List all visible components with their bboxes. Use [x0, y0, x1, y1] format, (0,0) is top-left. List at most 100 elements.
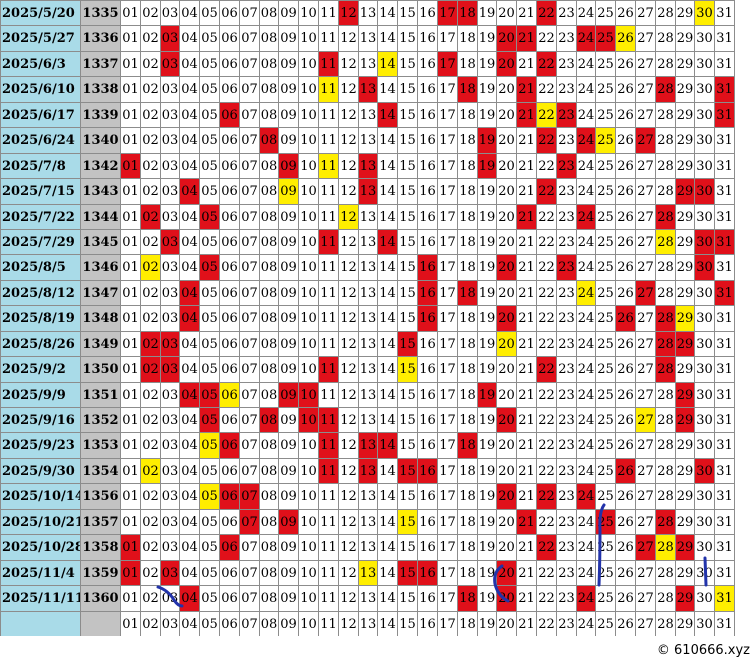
number-cell: 28	[655, 331, 676, 357]
number-cell: 03	[160, 331, 180, 357]
number-cell: 28	[655, 432, 676, 459]
number-cell: 20	[496, 534, 517, 561]
number-cell: 17	[437, 509, 458, 535]
number-cell: 05	[199, 280, 220, 306]
number-cell: 03	[160, 585, 180, 612]
number-cell: 15	[397, 25, 418, 52]
number-cell: 23	[556, 585, 577, 612]
footer-number-cell: 01	[120, 611, 141, 637]
number-cell: 21	[516, 25, 537, 52]
number-cell: 19	[477, 102, 497, 128]
number-cell: 28	[655, 254, 676, 281]
number-cell: 27	[635, 407, 656, 433]
number-cell: 31	[714, 432, 735, 459]
number-cell: 24	[576, 509, 596, 535]
number-cell: 29	[675, 356, 695, 383]
number-cell: 14	[377, 305, 398, 332]
number-cell: 06	[219, 585, 240, 612]
number-cell: 30	[694, 382, 715, 408]
number-cell: 10	[298, 483, 319, 510]
number-cell: 17	[437, 25, 458, 52]
number-cell: 29	[675, 229, 695, 255]
number-cell: 01	[120, 432, 141, 459]
number-cell: 13	[358, 229, 378, 255]
number-cell: 16	[417, 229, 438, 255]
number-cell: 22	[536, 585, 557, 612]
number-cell: 20	[496, 25, 517, 52]
number-cell: 13	[358, 534, 378, 561]
number-cell: 08	[259, 407, 279, 433]
number-cell: 22	[536, 127, 557, 154]
number-cell: 11	[318, 356, 339, 383]
number-cell: 13	[358, 153, 378, 179]
number-cell: 16	[417, 204, 438, 230]
footer: © 610666.xyz	[0, 636, 756, 669]
number-cell: 09	[278, 331, 299, 357]
number-cell: 18	[457, 534, 478, 561]
number-cell: 14	[377, 382, 398, 408]
number-cell: 07	[239, 560, 260, 586]
footer-number-cell: 05	[199, 611, 220, 637]
number-cell: 26	[615, 76, 636, 103]
number-cell: 01	[120, 102, 141, 128]
number-cell: 31	[714, 534, 735, 561]
number-cell: 20	[496, 51, 517, 77]
number-cell: 27	[635, 102, 656, 128]
number-cell: 17	[437, 483, 458, 510]
number-cell: 18	[457, 356, 478, 383]
number-cell: 16	[417, 76, 438, 103]
issue-number: 1351	[80, 382, 121, 408]
number-cell: 08	[259, 204, 279, 230]
number-cell: 27	[635, 483, 656, 510]
number-cell: 07	[239, 534, 260, 561]
number-cell: 19	[477, 356, 497, 383]
number-cell: 25	[595, 0, 616, 26]
number-cell: 04	[179, 509, 200, 535]
number-cell: 18	[457, 432, 478, 459]
number-cell: 21	[516, 305, 537, 332]
number-cell: 24	[576, 534, 596, 561]
footer-number-cell: 07	[239, 611, 260, 637]
number-cell: 17	[437, 585, 458, 612]
number-cell: 13	[358, 509, 378, 535]
number-cell: 03	[160, 25, 180, 52]
number-cell: 06	[219, 331, 240, 357]
number-cell: 21	[516, 153, 537, 179]
number-cell: 15	[397, 382, 418, 408]
number-cell: 10	[298, 204, 319, 230]
number-cell: 17	[437, 153, 458, 179]
number-cell: 02	[140, 560, 161, 586]
number-cell: 07	[239, 585, 260, 612]
number-cell: 15	[397, 483, 418, 510]
number-cell: 30	[694, 254, 715, 281]
number-cell: 15	[397, 407, 418, 433]
number-cell: 15	[397, 509, 418, 535]
footer-number-cell: 04	[179, 611, 200, 637]
number-cell: 08	[259, 76, 279, 103]
footer-number-cell: 11	[318, 611, 339, 637]
number-cell: 11	[318, 76, 339, 103]
number-cell: 13	[358, 76, 378, 103]
number-cell: 22	[536, 153, 557, 179]
number-cell: 14	[377, 76, 398, 103]
number-cell: 26	[615, 178, 636, 205]
number-cell: 05	[199, 25, 220, 52]
number-cell: 23	[556, 331, 577, 357]
number-cell: 31	[714, 153, 735, 179]
number-cell: 19	[477, 0, 497, 26]
number-cell: 19	[477, 305, 497, 332]
number-cell: 08	[259, 0, 279, 26]
number-cell: 17	[437, 178, 458, 205]
number-cell: 30	[694, 585, 715, 612]
number-cell: 13	[358, 25, 378, 52]
footer-number-cell: 27	[635, 611, 656, 637]
number-cell: 26	[615, 153, 636, 179]
number-cell: 12	[338, 305, 359, 332]
number-cell: 12	[338, 534, 359, 561]
number-cell: 01	[120, 483, 141, 510]
number-cell: 02	[140, 204, 161, 230]
number-cell: 31	[714, 305, 735, 332]
number-cell: 16	[417, 458, 438, 484]
number-cell: 27	[635, 153, 656, 179]
draw-date: 2025/9/9	[0, 382, 81, 408]
